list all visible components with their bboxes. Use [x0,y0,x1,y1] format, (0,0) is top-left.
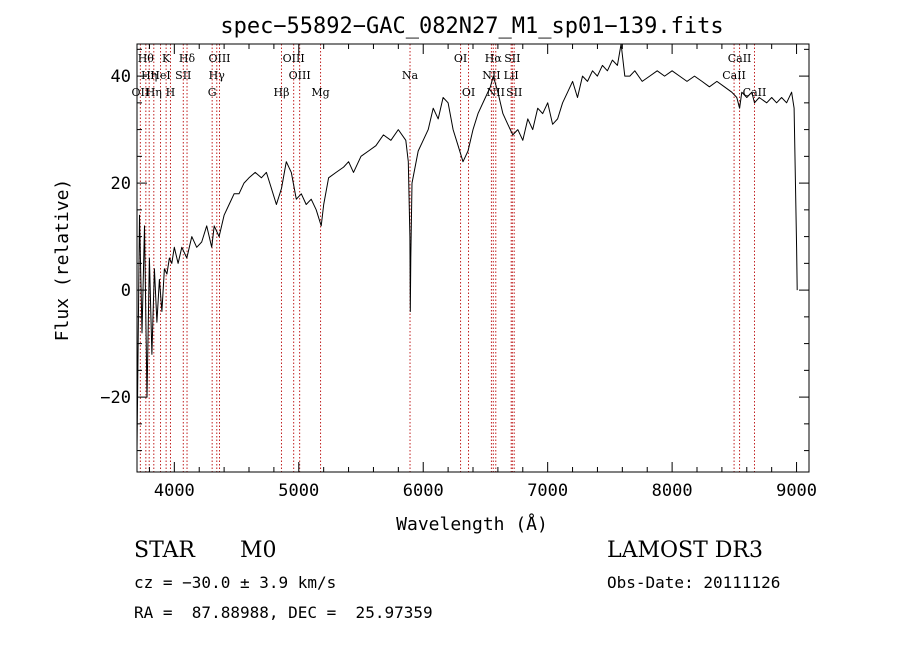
line-label-16: Na [402,69,419,82]
line-label-25: CaII [722,69,746,82]
y-axis-label: Flux (relative) [52,179,73,342]
coordinates: RA = 87.88988, DEC = 25.97359 [134,603,433,622]
x-tick-label-5: 9000 [776,481,817,501]
y-tick-label-0: −20 [100,388,131,408]
object-class: STAR [134,538,195,563]
obs-date: Obs-Date: 20111126 [607,573,781,592]
line-label-3: Hη [146,86,162,99]
line-label-26: CaII [728,52,752,65]
survey-name: LAMOST DR3 [607,538,763,563]
y-tick-label-3: 40 [111,67,131,87]
line-label-11: OIII [208,52,230,65]
line-label-12: Hβ [274,86,290,99]
line-label-17: OI [454,52,467,65]
line-label-24: SII [506,86,522,99]
line-label-6: H [166,86,176,99]
spectral-line-markers [139,44,755,472]
line-label-20: Hα [485,52,503,65]
line-label-5: K [162,52,171,65]
line-label-2: Hη [141,69,157,82]
y-tick-label-2: 20 [111,174,131,194]
line-label-18: OI [462,86,475,99]
spectral-line-labels: OIIHθHηHηHeIKHSIIHδGHγOIIIHβOIIIOIIIMgNa… [132,52,767,99]
flux-series-line [136,43,798,451]
line-label-23: SII [504,52,520,65]
line-label-8: Hδ [179,52,196,65]
spectral-subclass: M0 [240,538,277,563]
line-label-19: NII [482,69,500,82]
chart-title: spec−55892−GAC_082N27_M1_sp01−139.fits [220,14,723,39]
line-label-22: LiI [504,69,519,82]
line-label-9: G [208,86,217,99]
x-tick-label-2: 6000 [403,481,444,501]
line-label-13: OIII [283,52,305,65]
x-tick-label-3: 7000 [527,481,568,501]
redshift-readout: cz = −30.0 ± 3.9 km/s [134,573,337,592]
x-tick-label-4: 8000 [652,481,693,501]
line-label-7: SII [175,69,191,82]
x-axis-label: Wavelength (Å) [396,513,548,535]
axis-ticks: 4000 5000 6000 7000 8000 9000 −20 0 20 40 [100,44,817,501]
y-tick-label-1: 0 [121,281,131,301]
line-label-15: Mg [311,86,329,99]
plot-frame [136,43,810,473]
line-label-21: NII [487,86,505,99]
x-tick-label-0: 4000 [154,481,195,501]
line-label-10: Hγ [209,69,226,82]
line-label-14: OIII [289,69,311,82]
line-label-0: OII [132,86,150,99]
line-label-4: HeI [150,69,170,82]
x-tick-label-1: 5000 [278,481,319,501]
line-label-1: Hθ [138,52,155,65]
